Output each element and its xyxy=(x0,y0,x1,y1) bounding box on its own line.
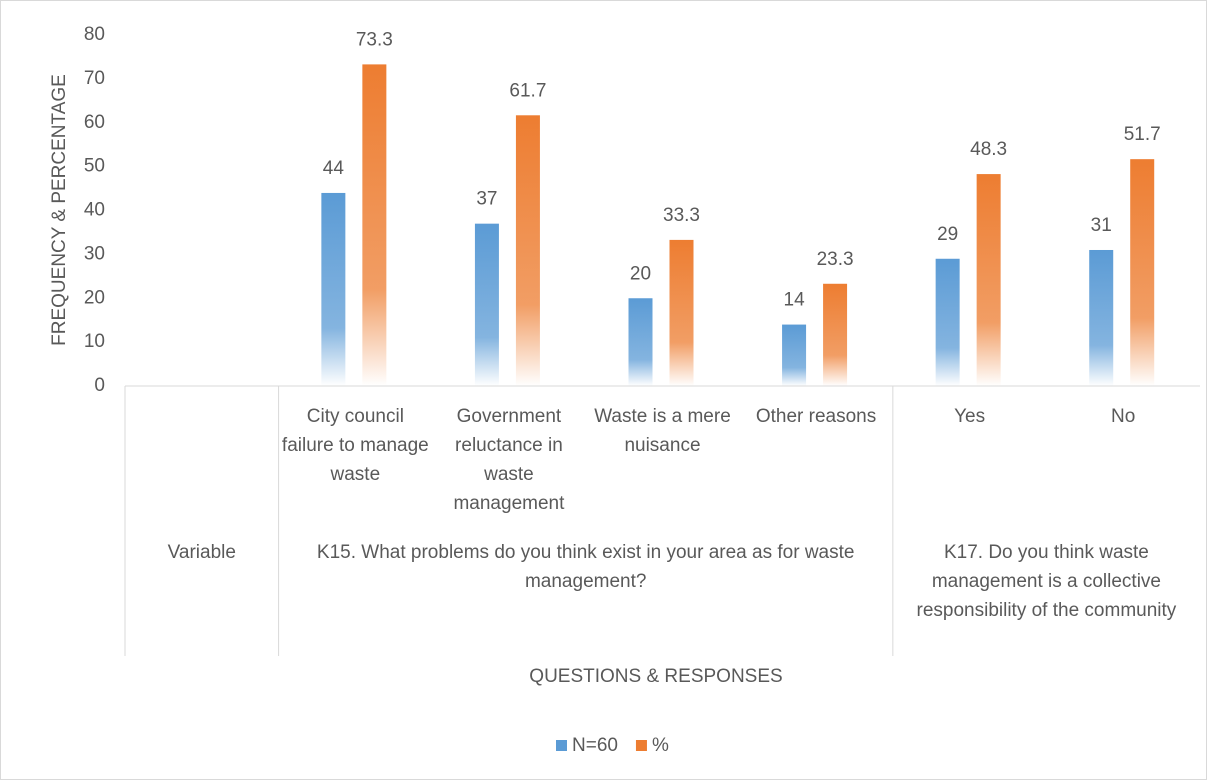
x-tick-label: Yes xyxy=(954,406,986,427)
bar xyxy=(976,174,1001,386)
data-label: 61.7 xyxy=(509,80,546,101)
bar xyxy=(628,298,653,386)
y-axis-title: FREQUENCY & PERCENTAGE xyxy=(49,74,70,346)
bar xyxy=(823,283,848,386)
data-label: 51.7 xyxy=(1124,124,1161,145)
bar xyxy=(782,324,807,386)
group-label: K15. What problems do you think exist in… xyxy=(316,542,855,592)
x-tick-label: Government reluctance in waste managemen… xyxy=(453,406,565,514)
data-label: 73.3 xyxy=(356,29,393,50)
y-tick-label: 0 xyxy=(94,375,105,396)
bar xyxy=(935,258,960,386)
data-label: 48.3 xyxy=(970,139,1007,160)
bar xyxy=(321,192,346,386)
data-label: 31 xyxy=(1091,215,1112,236)
y-tick-label: 50 xyxy=(84,156,105,177)
y-tick-label: 20 xyxy=(84,287,105,308)
bar xyxy=(1130,159,1155,386)
bar xyxy=(474,223,499,386)
y-tick-label: 70 xyxy=(84,68,105,89)
x-axis-title: QUESTIONS & RESPONSES xyxy=(529,666,782,687)
data-label: 14 xyxy=(784,290,806,311)
bar xyxy=(515,115,540,386)
data-label: 33.3 xyxy=(663,205,700,226)
data-label: 20 xyxy=(630,263,651,284)
legend-label: % xyxy=(652,735,669,756)
data-label: 44 xyxy=(323,158,345,179)
x-tick-label: Waste is a mere nuisance xyxy=(594,406,731,456)
data-label: 37 xyxy=(476,189,497,210)
x-tick-label: City council failure to manage waste xyxy=(281,406,429,485)
x-tick-label: Other reasons xyxy=(755,406,877,427)
y-tick-label: 10 xyxy=(84,331,105,352)
legend-label: N=60 xyxy=(572,735,618,756)
y-tick-label: 60 xyxy=(84,112,105,133)
legend-swatch xyxy=(635,740,647,751)
y-tick-label: 80 xyxy=(84,24,105,45)
data-label: 29 xyxy=(937,224,958,245)
bar xyxy=(362,64,387,387)
y-tick-label: 40 xyxy=(84,200,105,221)
group-label: Variable xyxy=(167,542,236,563)
data-label: 23.3 xyxy=(817,249,854,270)
legend-swatch xyxy=(556,740,567,751)
x-tick-label: No xyxy=(1111,406,1136,427)
bar xyxy=(669,239,694,386)
bar xyxy=(1089,249,1114,386)
y-tick-label: 30 xyxy=(84,243,105,264)
group-label: K17. Do you think waste management is a … xyxy=(916,542,1177,621)
